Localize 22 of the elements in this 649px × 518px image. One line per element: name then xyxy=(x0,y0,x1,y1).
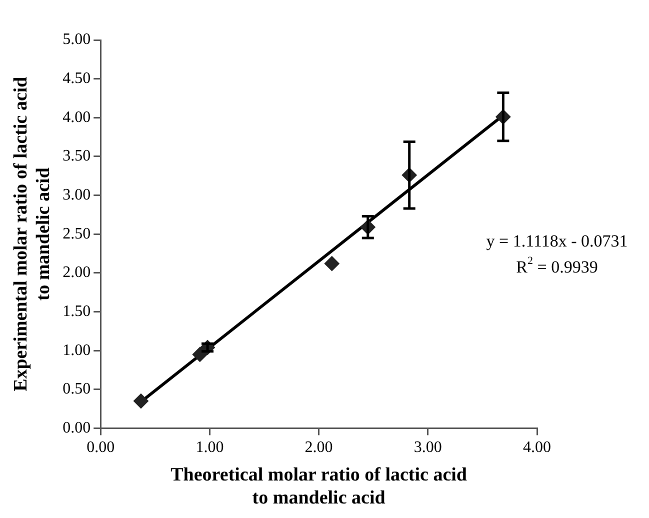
y-tick-label: 4.50 xyxy=(62,70,91,88)
x-axis-title: Theoretical molar ratio of lactic acid to mandelic acid xyxy=(170,464,468,509)
annotation: y = 1.1118x - 0.0731 xyxy=(486,231,628,250)
y-tick-label: 0.50 xyxy=(62,380,91,398)
y-tick-label: 5.00 xyxy=(62,31,91,48)
y-axis-title: Experimental molar ratio of lactic acid to mandelic acid xyxy=(10,76,54,392)
y-tick-label: 3.00 xyxy=(62,186,91,204)
point xyxy=(192,346,208,362)
x-tick-label: 2.00 xyxy=(304,439,333,456)
x-tick-label: 1.00 xyxy=(196,439,224,456)
x-tick-label: 3.00 xyxy=(414,439,442,456)
point xyxy=(133,394,148,409)
y-tick-label: 0.00 xyxy=(62,419,91,436)
y-tick-label: 1.50 xyxy=(62,302,91,320)
point xyxy=(324,256,340,272)
y-tick-label: 2.50 xyxy=(62,225,91,242)
y-tick-label: 4.00 xyxy=(62,108,91,126)
y-tick-label: 3.50 xyxy=(62,148,91,165)
x-tick-label: 0.00 xyxy=(86,439,115,456)
y-tick-label: 2.00 xyxy=(62,264,91,282)
x-tick-label: 4.00 xyxy=(523,439,551,456)
y-tick-label: 1.00 xyxy=(62,342,91,359)
